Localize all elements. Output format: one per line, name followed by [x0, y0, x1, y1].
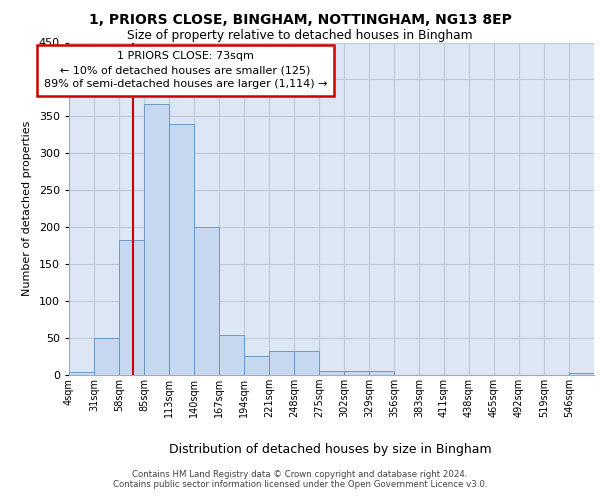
Bar	[194, 227, 219, 375]
Bar	[69, 372, 94, 375]
Bar	[294, 350, 319, 375]
Bar	[269, 352, 294, 375]
Text: Contains HM Land Registry data © Crown copyright and database right 2024.: Contains HM Land Registry data © Crown c…	[132, 470, 468, 479]
Bar	[319, 370, 344, 375]
Bar	[144, 104, 169, 375]
Text: 1 PRIORS CLOSE: 73sqm
← 10% of detached houses are smaller (125)
89% of semi-det: 1 PRIORS CLOSE: 73sqm ← 10% of detached …	[44, 52, 328, 90]
Text: 1, PRIORS CLOSE, BINGHAM, NOTTINGHAM, NG13 8EP: 1, PRIORS CLOSE, BINGHAM, NOTTINGHAM, NG…	[89, 12, 511, 26]
Bar	[569, 373, 594, 375]
Y-axis label: Number of detached properties: Number of detached properties	[22, 121, 32, 296]
Bar	[244, 356, 269, 375]
Bar	[369, 372, 394, 375]
Text: Distribution of detached houses by size in Bingham: Distribution of detached houses by size …	[169, 442, 491, 456]
Bar	[344, 370, 369, 375]
Bar	[219, 335, 244, 375]
Bar	[94, 338, 119, 375]
Bar	[119, 240, 144, 375]
Bar	[169, 124, 194, 375]
Text: Contains public sector information licensed under the Open Government Licence v3: Contains public sector information licen…	[113, 480, 487, 489]
Text: Size of property relative to detached houses in Bingham: Size of property relative to detached ho…	[127, 29, 473, 42]
